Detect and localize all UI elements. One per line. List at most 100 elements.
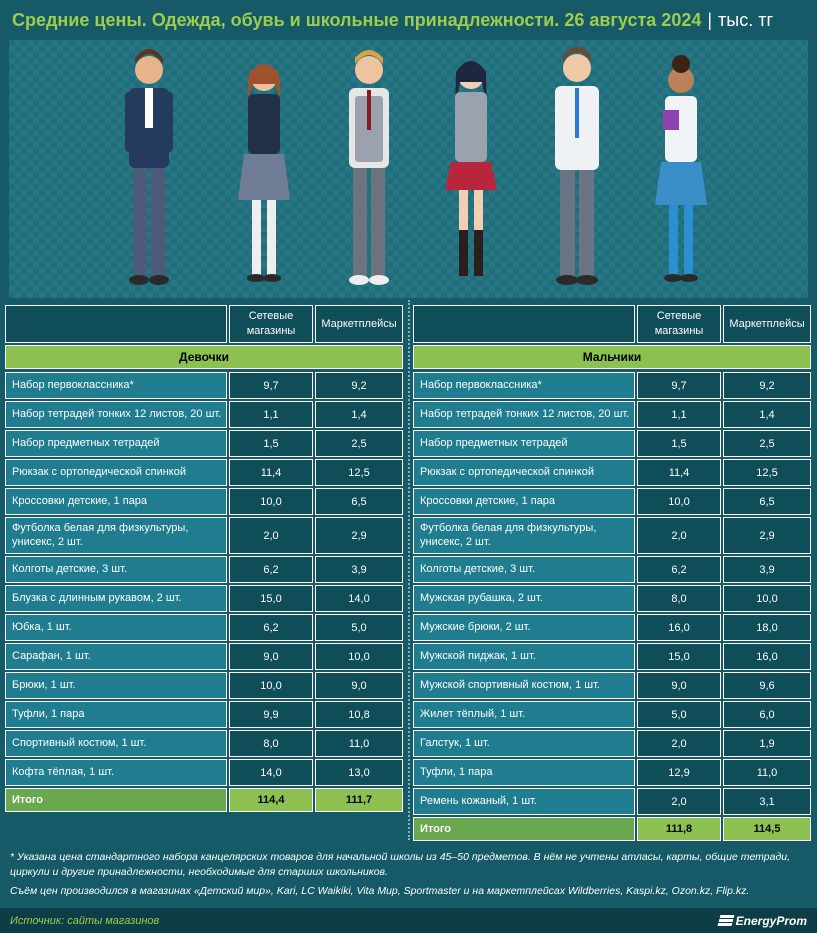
row-marketplace-price: 6,5 [723,488,811,515]
row-item-name: Футболка белая для физкультуры, унисекс,… [5,517,227,554]
row-marketplace-price: 13,0 [315,759,403,786]
student-figure-4 [445,61,497,276]
row-marketplace-price: 14,0 [315,585,403,612]
tables-divider [408,300,410,840]
header-stores: Сетевые магазины [637,305,721,343]
section-girls: Девочки [5,345,403,369]
row-stores-price: 16,0 [637,614,721,641]
total-label: Итого [5,788,227,812]
boys-table: Сетевые магазины Маркетплейсы Мальчики Н… [413,305,813,846]
row-item-name: Набор первоклассника* [413,372,635,399]
row-item-name: Ремень кожаный, 1 шт. [413,788,635,815]
student-figure-2 [238,64,290,282]
row-stores-price: 10,0 [229,672,313,699]
row-marketplace-price: 10,0 [315,643,403,670]
total-stores: 111,8 [637,817,721,841]
row-item-name: Туфли, 1 пара [5,701,227,728]
title-separator: | [707,9,713,30]
row-stores-price: 2,0 [229,517,313,554]
row-stores-price: 15,0 [229,585,313,612]
row-stores-price: 12,9 [637,759,721,786]
student-figure-6 [655,55,707,282]
footnotes: * Указана цена стандартного набора канце… [10,850,810,904]
row-item-name: Туфли, 1 пара [413,759,635,786]
brand-logo: EnergyProm [717,913,807,928]
row-marketplace-price: 2,9 [315,517,403,554]
row-marketplace-price: 16,0 [723,643,811,670]
row-stores-price: 6,2 [229,614,313,641]
header-marketplaces: Маркетплейсы [723,305,811,343]
row-stores-price: 11,4 [637,459,721,486]
row-marketplace-price: 9,6 [723,672,811,699]
row-stores-price: 1,5 [229,430,313,457]
title-bar: Средние цены. Одежда, обувь и школьные п… [0,0,817,40]
row-item-name: Рюкзак с ортопедической спинкой [5,459,227,486]
source-bar: Источник: сайты магазинов EnergyProm [0,908,817,933]
row-marketplace-price: 11,0 [723,759,811,786]
row-item-name: Набор предметных тетрадей [413,430,635,457]
row-item-name: Набор предметных тетрадей [5,430,227,457]
header-blank [413,305,635,343]
row-marketplace-price: 1,4 [723,401,811,428]
brand-name: EnergyProm [735,913,807,928]
row-item-name: Галстук, 1 шт. [413,730,635,757]
row-item-name: Набор первоклассника* [5,372,227,399]
student-figure-5 [555,47,599,285]
row-item-name: Колготы детские, 3 шт. [413,556,635,583]
row-marketplace-price: 2,5 [723,430,811,457]
footnote-stores: Съём цен производился в магазинах «Детск… [10,885,750,898]
row-marketplace-price: 3,9 [315,556,403,583]
row-stores-price: 2,0 [637,730,721,757]
row-item-name: Жилет тёплый, 1 шт. [413,701,635,728]
row-marketplace-price: 1,4 [315,401,403,428]
row-item-name: Юбка, 1 шт. [5,614,227,641]
header-marketplaces: Маркетплейсы [315,305,403,343]
row-item-name: Сарафан, 1 шт. [5,643,227,670]
row-stores-price: 15,0 [637,643,721,670]
row-item-name: Колготы детские, 3 шт. [5,556,227,583]
row-item-name: Футболка белая для физкультуры, унисекс,… [413,517,635,554]
row-item-name: Кроссовки детские, 1 пара [5,488,227,515]
total-marketplaces: 111,7 [315,788,403,812]
total-marketplaces: 114,5 [723,817,811,841]
row-marketplace-price: 3,1 [723,788,811,815]
page-title: Средние цены. Одежда, обувь и школьные п… [12,9,702,30]
row-stores-price: 9,0 [637,672,721,699]
row-marketplace-price: 6,0 [723,701,811,728]
total-label: Итого [413,817,635,841]
row-stores-price: 2,0 [637,788,721,815]
row-item-name: Мужская рубашка, 2 шт. [413,585,635,612]
students-illustration [9,40,808,298]
row-marketplace-price: 10,8 [315,701,403,728]
student-figure-3 [349,50,389,285]
total-stores: 114,4 [229,788,313,812]
row-stores-price: 9,9 [229,701,313,728]
row-stores-price: 1,1 [637,401,721,428]
row-stores-price: 8,0 [637,585,721,612]
student-figure-1 [125,49,173,285]
source-text: Источник: сайты магазинов [10,914,160,927]
row-item-name: Мужские брюки, 2 шт. [413,614,635,641]
row-marketplace-price: 2,5 [315,430,403,457]
row-item-name: Рюкзак с ортопедической спинкой [413,459,635,486]
row-item-name: Блузка с длинным рукавом, 2 шт. [5,585,227,612]
row-stores-price: 11,4 [229,459,313,486]
row-marketplace-price: 6,5 [315,488,403,515]
row-stores-price: 9,7 [229,372,313,399]
row-item-name: Кофта тёплая, 1 шт. [5,759,227,786]
row-item-name: Набор тетрадей тонких 12 листов, 20 шт. [413,401,635,428]
row-stores-price: 5,0 [637,701,721,728]
row-item-name: Набор тетрадей тонких 12 листов, 20 шт. [5,401,227,428]
row-marketplace-price: 3,9 [723,556,811,583]
header-blank [5,305,227,343]
footnote-asterisk: * Указана цена стандартного набора канце… [10,851,791,879]
row-marketplace-price: 9,2 [723,372,811,399]
section-boys: Мальчики [413,345,811,369]
row-item-name: Спортивный костюм, 1 шт. [5,730,227,757]
row-marketplace-price: 10,0 [723,585,811,612]
row-stores-price: 6,2 [229,556,313,583]
row-stores-price: 1,5 [637,430,721,457]
row-stores-price: 2,0 [637,517,721,554]
row-marketplace-price: 2,9 [723,517,811,554]
students-image [125,47,707,285]
